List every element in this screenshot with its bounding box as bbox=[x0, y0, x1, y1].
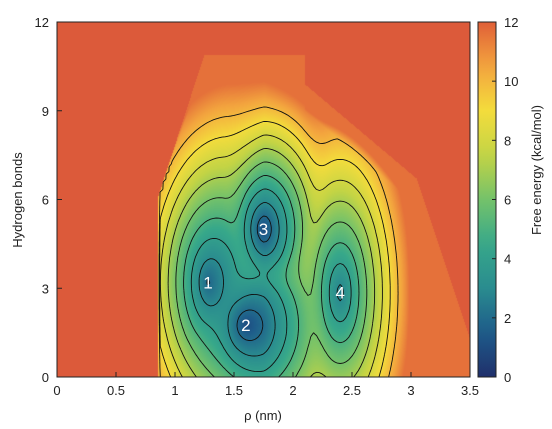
basin-label-1: 1 bbox=[203, 273, 212, 292]
basin-labels: 1 2 3 4 bbox=[203, 220, 345, 335]
x-tick-label: 0 bbox=[53, 383, 60, 398]
contour-level-2 bbox=[206, 215, 272, 341]
contour-level-10 bbox=[158, 106, 399, 377]
contour-level-7 bbox=[167, 147, 376, 377]
colorbar-tick-label: 4 bbox=[504, 252, 511, 267]
x-tick-label: 2.5 bbox=[343, 383, 361, 398]
x-axis-ticks: 0 0.5 1 1.5 2 2.5 3 3.5 bbox=[53, 372, 479, 398]
contour-level-3 bbox=[198, 202, 344, 357]
x-tick-label: 2 bbox=[289, 383, 296, 398]
basin-label-3: 3 bbox=[259, 220, 268, 239]
colorbar-title: Free energy (kcal/mol) bbox=[529, 105, 544, 235]
y-axis-title: Hydrogen bonds bbox=[10, 152, 25, 248]
contour-level-4 bbox=[190, 188, 352, 373]
contour-level-9 bbox=[159, 120, 391, 377]
basin-label-4: 4 bbox=[335, 284, 344, 303]
contour-level-8 bbox=[159, 134, 383, 377]
colorbar-ticks: 0 2 4 6 8 10 12 bbox=[492, 15, 518, 385]
basin-label-2: 2 bbox=[241, 316, 250, 335]
x-tick-label: 3 bbox=[407, 383, 414, 398]
colorbar-tick-label: 10 bbox=[504, 74, 518, 89]
colorbar-tick-label: 6 bbox=[504, 193, 511, 208]
y-tick-label: 12 bbox=[35, 15, 49, 30]
y-tick-label: 3 bbox=[42, 281, 49, 296]
x-axis-title: ρ (nm) bbox=[244, 408, 282, 423]
x-tick-label: 1.5 bbox=[225, 383, 243, 398]
colorbar: 0 2 4 6 8 10 12 bbox=[477, 15, 518, 385]
y-tick-label: 6 bbox=[42, 193, 49, 208]
x-tick-label: 0.5 bbox=[107, 383, 125, 398]
y-tick-label: 0 bbox=[42, 370, 49, 385]
plot-area bbox=[56, 21, 471, 378]
colorbar-tick-label: 8 bbox=[504, 133, 511, 148]
contour-lines bbox=[158, 106, 399, 377]
heatmap-surface bbox=[57, 22, 470, 377]
y-tick-label: 9 bbox=[42, 104, 49, 119]
colorbar-tick-label: 0 bbox=[504, 370, 511, 385]
colorbar-tick-label: 12 bbox=[504, 15, 518, 30]
x-tick-label: 3.5 bbox=[461, 383, 479, 398]
x-tick-label: 1 bbox=[171, 383, 178, 398]
colorbar-tick-label: 2 bbox=[504, 311, 511, 326]
y-axis-ticks: 0 3 6 9 12 bbox=[35, 15, 62, 385]
contour-level-6 bbox=[175, 161, 368, 377]
contour-level-5 bbox=[183, 174, 360, 377]
